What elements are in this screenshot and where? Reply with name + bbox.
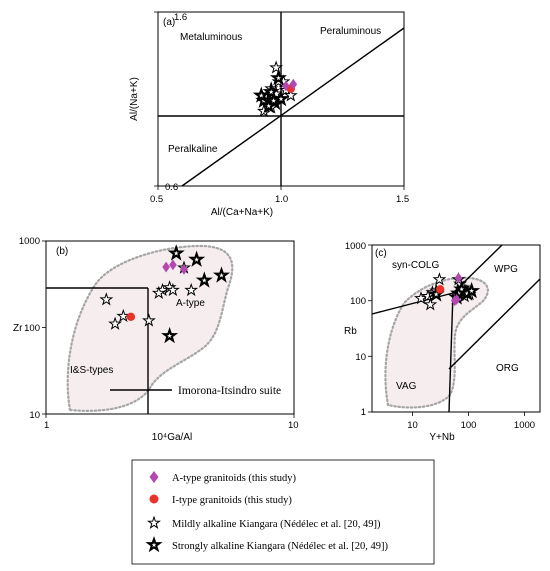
panel-b-ytick-label-100: 100 xyxy=(24,323,40,334)
panel-b-region-a-type: A-type xyxy=(176,298,205,309)
point-a-strong-0 xyxy=(271,71,286,84)
panel-c-region-wpg: WPG xyxy=(494,264,518,275)
legend-marker-i-type xyxy=(149,494,159,504)
point-c-a-type-2 xyxy=(454,272,463,284)
point-a-strong-6 xyxy=(254,88,268,102)
panel-a-points xyxy=(254,61,298,117)
panel-b-field-label: Imorona-Itsindro suite xyxy=(178,385,281,397)
panel-c-xlabel: Y+Nb xyxy=(429,432,455,443)
legend: A-type granitoids (this study) I-type gr… xyxy=(131,459,435,565)
panel-c-ylabel: Rb xyxy=(344,326,357,337)
point-b-i-type-0 xyxy=(126,312,136,321)
panel-c-ytick-label-1000: 1000 xyxy=(345,241,366,252)
panel-c-xtick-label-10: 10 xyxy=(407,420,418,431)
panel-c-chart: 1000 100 10 1 10 100 1000 Y+Nb Rb (c) sy… xyxy=(344,241,541,443)
panel-c-region-vag: VAG xyxy=(396,381,417,392)
panel-a-xlabel: Al/(Ca+Na+K) xyxy=(211,207,273,218)
point-b-a-type-2 xyxy=(180,263,188,275)
panel-b-points xyxy=(100,246,229,342)
panel-c-tag: (c) xyxy=(375,248,387,259)
panel-c-frame xyxy=(371,244,541,413)
panel-c-line-wpg-org xyxy=(448,278,541,370)
panel-a-tag: (a) xyxy=(163,17,175,28)
panel-b-chart: 1000 100 10 1 10 10⁴Ga/Al Zr (b) A-type … xyxy=(13,236,299,443)
panel-b-xtick-label-1: 1 xyxy=(44,420,49,431)
panel-b-region-is-types: I&S-types xyxy=(70,365,113,376)
point-c-i-type-0 xyxy=(436,285,445,294)
legend-marker-a-type xyxy=(149,471,159,483)
panel-c-ytick-label-1: 1 xyxy=(361,407,366,418)
panel-a-ytick-label-top: 1.6 xyxy=(174,12,187,23)
panel-a-xtick-label-0: 0.5 xyxy=(150,194,163,205)
panel-a-xtick-label-2: 1.5 xyxy=(396,194,409,205)
panel-b-xlabel: 10⁴Ga/Al xyxy=(152,432,192,443)
panel-c-xtick-label-100: 100 xyxy=(461,420,477,431)
panel-a-region-peraluminous: Peraluminous xyxy=(320,26,381,37)
point-b-a-type-0 xyxy=(162,261,170,273)
panel-c-region-org: ORG xyxy=(496,363,519,374)
point-a-a-type-1 xyxy=(289,78,298,90)
panel-a-xtick-label-1: 1.0 xyxy=(275,194,288,205)
point-c-a-type-1 xyxy=(452,294,461,305)
panel-c-region-syn-colg: syn-COLG xyxy=(392,260,439,271)
panel-a-chart: 1.6 0.6 0.5 1.0 1.5 Al/(Ca+Na+K) Al/(Na+… xyxy=(129,11,409,218)
panel-a-ytick-label-bottom: 0.6 xyxy=(165,182,178,193)
point-a-mild-0 xyxy=(270,61,283,73)
panel-b-tag: (b) xyxy=(56,246,68,257)
panel-b-ytick-label-10: 10 xyxy=(29,410,40,421)
panel-a-region-metaluminous: Metaluminous xyxy=(180,32,242,43)
panel-b-ylabel: Zr xyxy=(13,323,23,334)
panel-b-ytick-label-1000: 1000 xyxy=(19,236,40,247)
legend-label-mild: Mildly alkaline Kiangara (Nédélec et al.… xyxy=(172,519,381,530)
panel-b-xtick-label-10: 10 xyxy=(288,420,299,431)
legend-box xyxy=(131,459,435,565)
panel-c-ytick-label-100: 100 xyxy=(350,296,366,307)
panel-a-line-diagonal xyxy=(181,27,405,187)
legend-label-a-type: A-type granitoids (this study) xyxy=(172,473,296,484)
point-a-a-type-0 xyxy=(282,80,290,92)
panel-c-points xyxy=(415,272,479,310)
panel-a-region-peralkaline: Peralkaline xyxy=(168,144,218,155)
legend-label-strong: Strongly alkaline Kiangara (Nédélec et a… xyxy=(172,541,389,552)
point-b-a-type-1 xyxy=(169,259,177,271)
panel-c-xtick-label-1000: 1000 xyxy=(514,420,535,431)
panel-c-ytick-label-10: 10 xyxy=(355,352,366,363)
panel-a-ylabel: Al/(Na+K) xyxy=(129,77,140,121)
legend-label-i-type: I-type granitoids (this study) xyxy=(172,495,292,506)
panel-c-line-vag-org xyxy=(448,292,454,413)
